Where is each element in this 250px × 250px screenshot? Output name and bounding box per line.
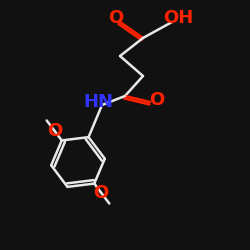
Text: O: O — [150, 91, 164, 109]
Text: OH: OH — [163, 9, 193, 27]
Text: O: O — [94, 184, 109, 202]
Text: HN: HN — [83, 93, 113, 111]
Text: O: O — [47, 122, 62, 140]
Text: O: O — [108, 9, 124, 27]
